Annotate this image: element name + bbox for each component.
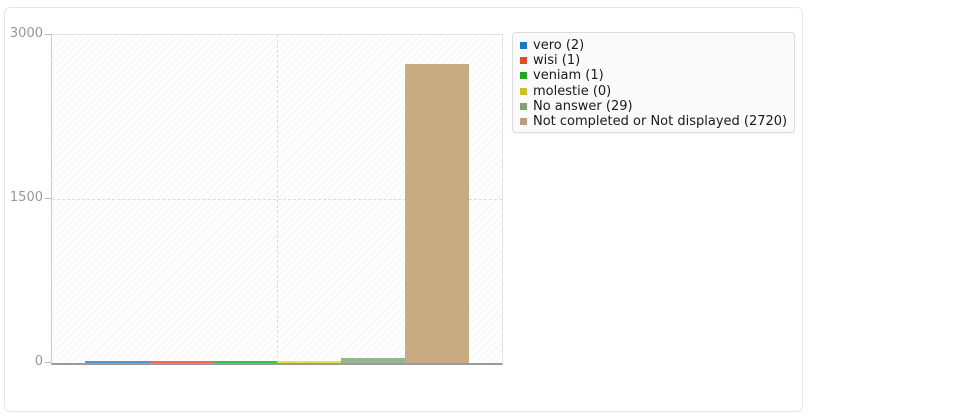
y-axis-tick-mark-0 bbox=[45, 362, 51, 363]
y-axis-tick-mark-3000 bbox=[45, 34, 51, 35]
bar-veniam bbox=[213, 360, 277, 363]
y-axis-tick-label-0: 0 bbox=[34, 354, 43, 369]
legend-swatch-no-answer bbox=[520, 102, 527, 110]
legend-item-veniam: veniam (1) bbox=[520, 68, 786, 83]
y-axis-tick-label-1500: 1500 bbox=[9, 190, 43, 205]
legend-label-not-completed: Not completed or Not displayed (2720) bbox=[533, 114, 788, 130]
gridline-vertical-center bbox=[277, 35, 278, 363]
legend-label-no-answer: No answer (29) bbox=[533, 98, 633, 114]
legend-swatch-wisi bbox=[520, 57, 527, 65]
legend-label-veniam: veniam (1) bbox=[533, 68, 604, 84]
legend-label-vero: vero (2) bbox=[533, 38, 585, 54]
legend-item-not-completed: Not completed or Not displayed (2720) bbox=[520, 114, 788, 130]
bar-not-completed bbox=[405, 64, 469, 363]
legend-swatch-molestie bbox=[520, 87, 527, 95]
y-axis-tick-label-3000: 3000 bbox=[9, 26, 43, 41]
legend-label-wisi: wisi (1) bbox=[533, 53, 581, 69]
legend-swatch-not-completed bbox=[520, 118, 527, 126]
legend-item-vero: vero (2) bbox=[520, 38, 786, 53]
plot-area bbox=[51, 34, 503, 365]
legend: vero (2) wisi (1) veniam (1) molestie (0) No… bbox=[512, 32, 795, 133]
chart-card: 0 1500 3000 vero (2) wisi (1) veniam (1) mole… bbox=[4, 7, 803, 412]
legend-item-molestie: molestie (0) bbox=[520, 84, 786, 99]
bar-no-answer bbox=[341, 358, 405, 363]
legend-item-wisi: wisi (1) bbox=[520, 53, 786, 68]
bar-wisi bbox=[149, 360, 213, 363]
legend-label-molestie: molestie (0) bbox=[533, 83, 612, 99]
legend-swatch-vero bbox=[520, 42, 527, 50]
bar-vero bbox=[85, 360, 149, 363]
bar-molestie bbox=[277, 360, 341, 363]
legend-swatch-veniam bbox=[520, 72, 527, 80]
legend-item-no-answer: No answer (29) bbox=[520, 99, 786, 114]
y-axis-tick-mark-1500 bbox=[45, 198, 51, 199]
